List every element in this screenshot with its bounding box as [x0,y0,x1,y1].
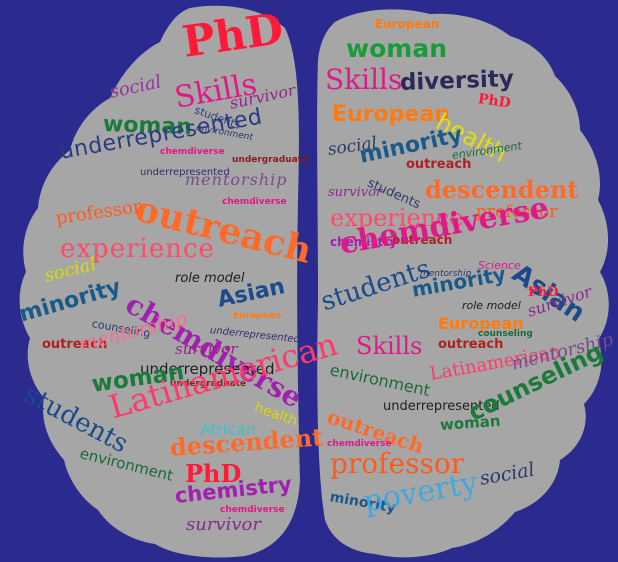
word-chemdiverse-4: chemdiverse [220,505,285,515]
word-outreach-r1: outreach [406,157,472,172]
word-underrepresented-3: underrepresented [140,360,275,378]
word-outreach-r3: outreach [438,337,504,352]
word-skills-r: Skills [325,63,403,96]
word-european-r3: European [438,314,524,333]
word-outreach-2: outreach [42,337,108,352]
word-outreach-r2: outreach [392,233,453,247]
word-chemdiverse-2: chemdiverse [222,197,287,207]
right-lobe [317,9,609,558]
word-survivor-r1: survivor [328,185,383,200]
word-phd-2: PhD [185,459,242,488]
word-survivor-3: survivor [186,514,261,535]
word-role-model-left: role model [175,271,245,286]
word-underrepresented-extra: underrepresented [140,167,230,178]
word-underrepresented-r: underrepresented [383,399,500,414]
word-experience-left: experience [60,234,215,264]
word-counseling-r1: counseling [478,329,533,339]
word-experience-r: experience [330,204,464,232]
word-undergraduate-2: undergraduate [170,379,247,389]
word-mentorship-1: mentorship [185,170,288,189]
word-chemdiverse-1: chemdiverse [160,147,225,157]
word-chemdiverse-r2: chemdiverse [327,439,392,449]
word-african: African [200,420,256,439]
word-undergraduate: undergraduate [232,155,309,165]
word-survivor-2: survivor [175,340,238,358]
word-chemistry-r: chemistry [330,235,398,249]
word-mentorship-r1: mentorship [420,269,472,279]
word-professor-r1: professor [476,202,558,222]
word-european-r2: European [332,102,450,127]
word-phd-r1: PhD [476,91,512,112]
left-lobe [19,5,300,558]
word-descendent-r: descendent [425,175,579,204]
word-woman-r: woman [346,34,447,63]
word-role-model-r: role model [462,299,521,312]
word-phd-r2: PhD [528,285,559,300]
word-european-r1: European [375,17,440,31]
word-diversity: diversity [399,66,515,96]
word-science: Science [478,259,521,272]
word-professor-r2: professor [330,447,465,480]
word-skills-r2: Skills [356,332,423,360]
word-european-left: European [233,311,282,321]
